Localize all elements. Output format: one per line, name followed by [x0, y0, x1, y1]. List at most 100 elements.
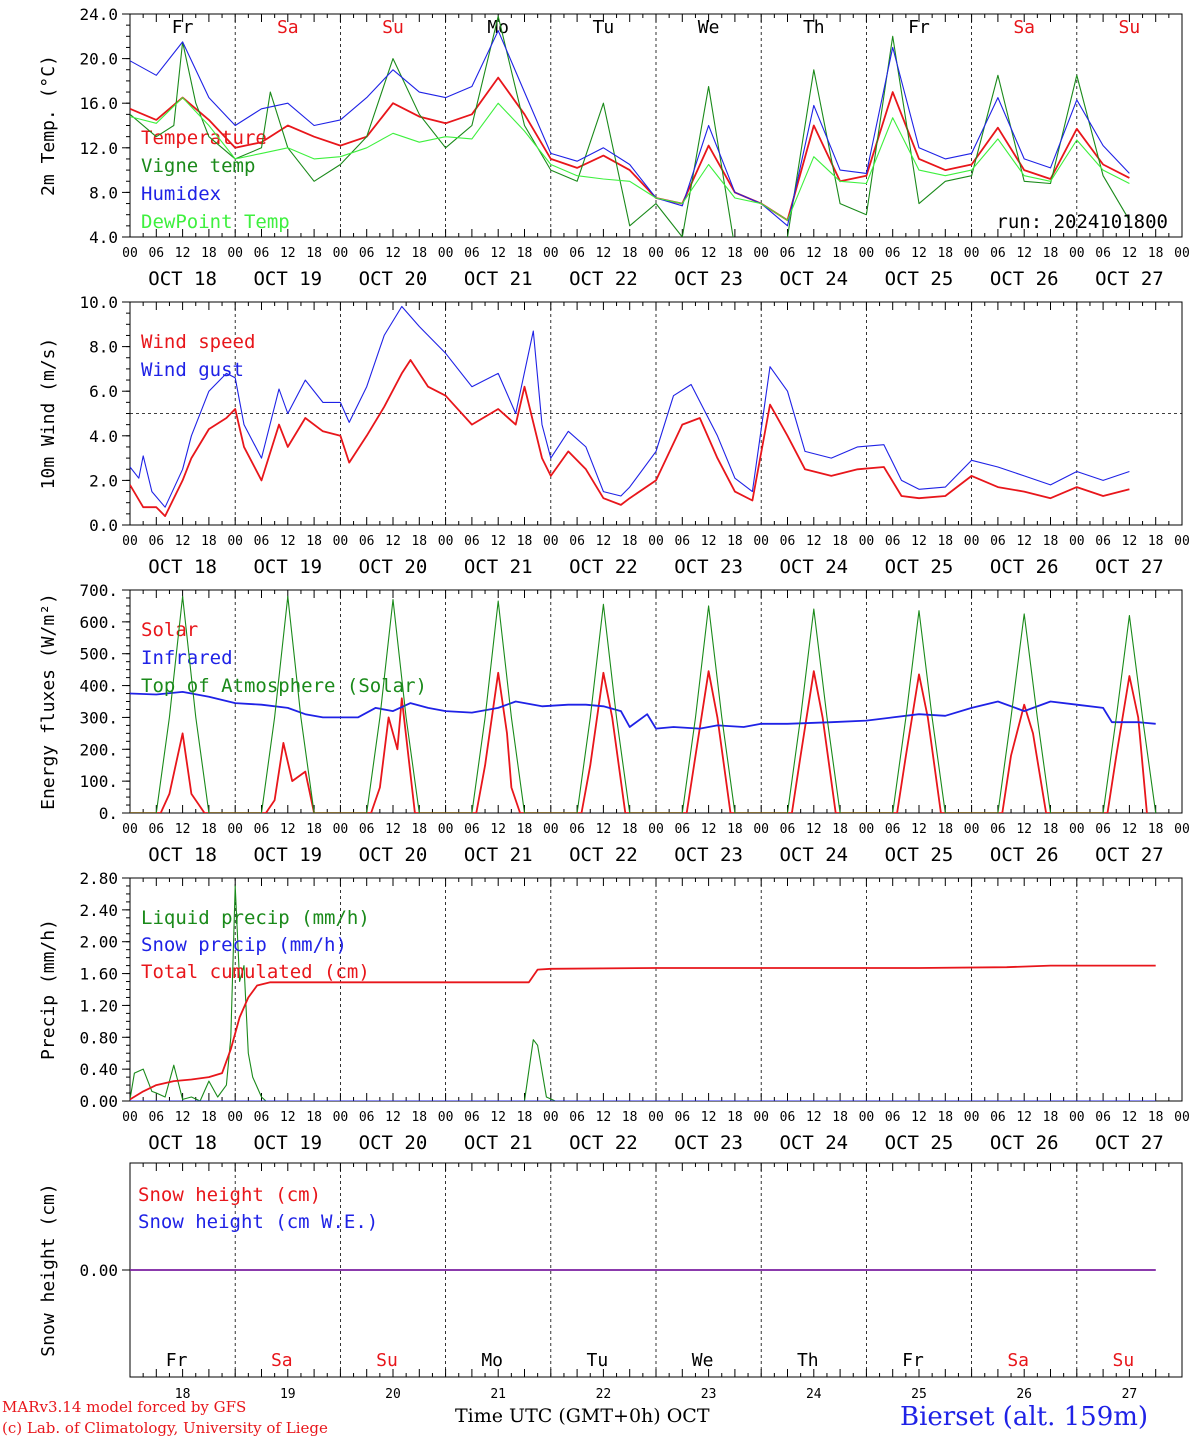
day-of-week-label: Fr: [902, 1350, 924, 1371]
x-hour-label: 18: [201, 534, 217, 549]
y-tick-label: 0.0: [89, 516, 118, 535]
x-hour-label: 18: [937, 534, 953, 549]
x-hour-label: 00: [122, 822, 138, 837]
legend-entry: Wind speed: [141, 331, 255, 353]
x-date-label: OCT 21: [464, 268, 533, 290]
x-hour-label: 06: [254, 822, 270, 837]
x-hour-label: 00: [227, 534, 243, 549]
lab-credit-line: (c) Lab. of Climatology, University of L…: [2, 1419, 328, 1437]
series-line: [130, 670, 1148, 813]
day-of-week-label: Sa: [277, 17, 299, 38]
x-date-label: OCT 27: [1095, 268, 1164, 290]
x-hour-label: 12: [175, 534, 191, 549]
day-number-label: 21: [490, 1387, 506, 1402]
series-line: [130, 97, 1130, 221]
model-credit-line: MARv3.14 model forced by GFS: [2, 1398, 247, 1416]
x-hour-label: 18: [306, 822, 322, 837]
x-date-label: OCT 18: [148, 556, 217, 578]
x-date-label: OCT 20: [359, 1132, 428, 1154]
x-date-label: OCT 22: [569, 844, 638, 866]
x-hour-label: 00: [1174, 1110, 1190, 1125]
x-hour-label: 06: [254, 534, 270, 549]
series-line: [130, 691, 1156, 730]
x-hour-label: 00: [648, 246, 664, 261]
x-hour-label: 12: [175, 822, 191, 837]
x-date-label: OCT 19: [253, 1132, 322, 1154]
x-hour-label: 06: [148, 246, 164, 261]
legend-entry: Temperature: [141, 127, 267, 149]
x-hour-label: 00: [122, 1110, 138, 1125]
day-number-label: 23: [701, 1387, 717, 1402]
x-hour-label: 12: [280, 246, 296, 261]
x-date-label: OCT 23: [674, 556, 743, 578]
day-of-week-label: Mo: [487, 17, 509, 38]
x-hour-label: 00: [333, 534, 349, 549]
y-tick-label: 1.60: [79, 965, 118, 984]
day-of-week-label: Su: [1113, 1350, 1135, 1371]
legend-entry: Infrared: [141, 647, 233, 669]
y-tick-label: 0.00: [79, 1092, 118, 1111]
day-of-week-label: Mo: [481, 1350, 503, 1371]
day-number-label: 19: [280, 1387, 296, 1402]
x-date-label: OCT 18: [148, 1132, 217, 1154]
x-hour-label: 06: [780, 1110, 796, 1125]
x-hour-label: 18: [832, 822, 848, 837]
x-hour-label: 00: [333, 246, 349, 261]
legend-entry: Snow precip (mm/h): [141, 934, 347, 956]
y-axis-title: 10m Wind (m/s): [38, 338, 59, 490]
x-hour-label: 18: [306, 1110, 322, 1125]
x-date-label: OCT 18: [148, 844, 217, 866]
x-hour-label: 18: [1148, 822, 1164, 837]
x-hour-label: 00: [964, 534, 980, 549]
x-hour-label: 06: [359, 822, 375, 837]
x-hour-label: 12: [280, 822, 296, 837]
legend-entry: Vigne temp: [141, 155, 255, 177]
x-hour-label: 18: [727, 534, 743, 549]
x-hour-label: 18: [1043, 246, 1059, 261]
x-hour-label: 12: [806, 534, 822, 549]
x-hour-label: 12: [490, 822, 506, 837]
x-date-label: OCT 23: [674, 1132, 743, 1154]
chart-panel-1: 4.0 8.0 12.0 16.0 20.0 24.0 2m Temp. (°C) 00 06 1…: [38, 5, 1190, 290]
day-of-week-label: Su: [382, 17, 404, 38]
x-hour-label: 06: [1095, 534, 1111, 549]
x-hour-label: 12: [596, 822, 612, 837]
x-hour-label: 00: [859, 822, 875, 837]
x-date-label: OCT 24: [779, 268, 848, 290]
x-hour-label: 06: [674, 822, 690, 837]
x-hour-label: 18: [306, 246, 322, 261]
x-hour-label: 06: [885, 822, 901, 837]
x-hour-label: 12: [596, 246, 612, 261]
x-hour-label: 06: [359, 1110, 375, 1125]
x-hour-label: 06: [885, 246, 901, 261]
x-hour-label: 12: [596, 1110, 612, 1125]
x-hour-label: 00: [859, 1110, 875, 1125]
day-of-week-label: Fr: [908, 17, 930, 38]
day-of-week-label: Fr: [166, 1350, 188, 1371]
series-line: [130, 76, 1130, 222]
x-date-label: OCT 24: [779, 556, 848, 578]
x-hour-label: 06: [254, 1110, 270, 1125]
x-hour-label: 12: [490, 1110, 506, 1125]
x-date-label: OCT 19: [253, 268, 322, 290]
x-hour-label: 18: [727, 822, 743, 837]
plot-frame: [129, 589, 1183, 814]
y-tick-label: 500.: [79, 645, 118, 664]
x-hour-label: 18: [1148, 534, 1164, 549]
x-hour-label: 00: [1174, 822, 1190, 837]
x-hour-label: 12: [1122, 1110, 1138, 1125]
x-hour-label: 00: [964, 822, 980, 837]
x-hour-label: 00: [1069, 822, 1085, 837]
day-of-week-label: Sa: [271, 1350, 293, 1371]
x-hour-label: 00: [648, 1110, 664, 1125]
x-hour-label: 12: [911, 1110, 927, 1125]
x-date-label: OCT 20: [359, 844, 428, 866]
x-hour-label: 12: [385, 246, 401, 261]
x-hour-label: 18: [411, 1110, 427, 1125]
legend-entry: Snow height (cm W.E.): [138, 1211, 378, 1233]
legend-entry: DewPoint Temp: [141, 211, 290, 233]
x-hour-label: 06: [674, 1110, 690, 1125]
x-hour-label: 12: [1016, 1110, 1032, 1125]
x-hour-label: 00: [753, 822, 769, 837]
x-hour-label: 12: [911, 534, 927, 549]
